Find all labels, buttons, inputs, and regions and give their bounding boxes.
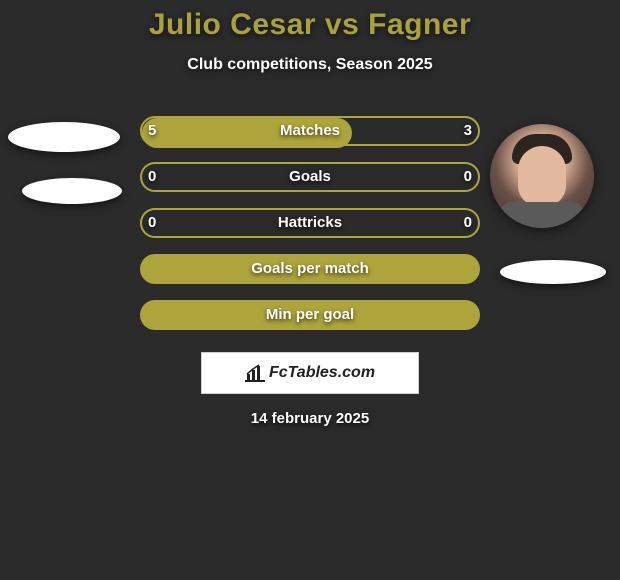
footer-date: 14 february 2025 [0,410,620,427]
stats-card: Julio Cesar vs Fagner Club competitions,… [0,0,620,580]
stat-row: Matches53 [0,108,620,154]
stat-row: Goals per match [0,246,620,292]
stat-bar [140,300,480,330]
stat-row: Min per goal [0,292,620,338]
stat-bar [140,116,480,146]
stat-rows: Matches53Goals00Hattricks00Goals per mat… [0,108,620,338]
stat-value-left: 0 [148,162,156,192]
stat-value-right: 0 [464,162,472,192]
stat-row: Hattricks00 [0,200,620,246]
stat-value-right: 0 [464,208,472,238]
stat-value-left: 0 [148,208,156,238]
page-subtitle: Club competitions, Season 2025 [0,56,620,74]
stat-bar-fill-left [142,118,352,148]
stat-value-left: 5 [148,116,156,146]
stat-row: Goals00 [0,154,620,200]
stat-value-right: 3 [464,116,472,146]
brand-text: FcTables.com [269,364,375,381]
brand-chart-icon [245,364,265,382]
stat-bar [140,162,480,192]
stat-bar [140,254,480,284]
stat-bar [140,208,480,238]
page-title: Julio Cesar vs Fagner [0,8,620,42]
brand-card: FcTables.com [201,352,419,394]
